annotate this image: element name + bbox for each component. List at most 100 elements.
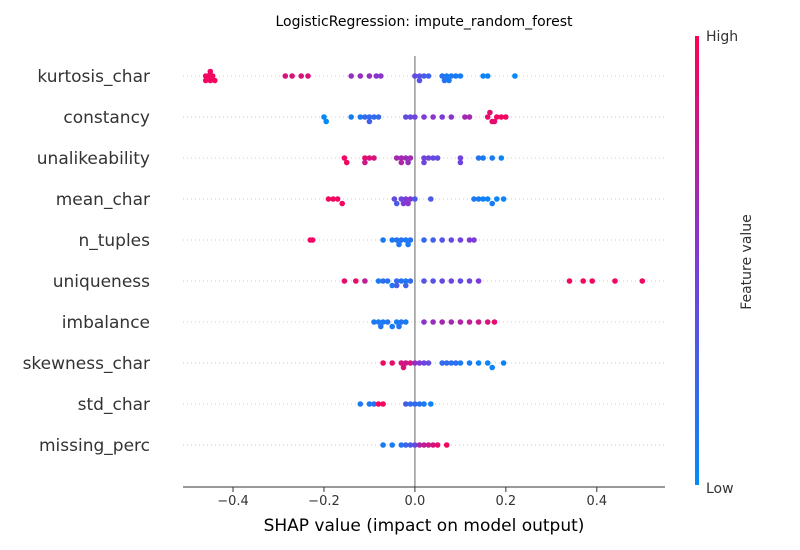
colorbar-low-label: Low — [706, 481, 734, 497]
data-point — [475, 196, 482, 202]
data-point — [430, 442, 436, 448]
data-point — [425, 155, 432, 161]
data-point — [403, 114, 409, 120]
x-tick-label: −0.2 — [308, 494, 340, 509]
data-point — [403, 319, 409, 325]
data-point — [430, 237, 436, 243]
data-point — [348, 73, 355, 79]
data-point — [398, 159, 405, 166]
data-point — [371, 401, 377, 407]
data-point — [357, 401, 364, 407]
data-point — [393, 282, 400, 289]
data-point — [407, 278, 414, 284]
data-point — [366, 73, 373, 79]
data-point — [439, 319, 446, 325]
data-point — [353, 278, 359, 284]
data-point — [403, 237, 409, 243]
feature-row: imbalance — [62, 313, 665, 333]
data-point — [407, 196, 414, 202]
data-point — [471, 196, 477, 202]
data-point — [348, 114, 355, 120]
data-point — [457, 237, 464, 243]
data-point — [421, 73, 427, 79]
data-point — [362, 155, 368, 161]
data-point — [289, 73, 295, 79]
data-point — [503, 114, 509, 120]
data-point — [407, 401, 414, 407]
data-point — [489, 200, 496, 207]
feature-row: missing_perc — [39, 436, 665, 456]
data-point — [205, 73, 211, 79]
data-point — [341, 278, 348, 284]
data-point — [375, 114, 382, 120]
data-point — [389, 323, 396, 330]
data-point — [439, 237, 446, 243]
data-point — [494, 114, 500, 120]
data-point — [412, 360, 418, 366]
data-point — [512, 73, 518, 79]
data-point — [475, 360, 482, 366]
data-point — [448, 73, 455, 79]
data-point — [421, 237, 427, 243]
feature-row: mean_char — [56, 190, 665, 210]
data-point — [405, 159, 411, 166]
feature-label: missing_perc — [39, 436, 150, 456]
colorbar-high-label: High — [706, 29, 738, 45]
data-point — [412, 114, 418, 120]
data-point — [380, 319, 386, 325]
data-point — [341, 155, 348, 161]
data-point — [484, 196, 491, 202]
data-point — [430, 155, 436, 161]
data-point — [207, 68, 214, 75]
data-point — [421, 278, 427, 284]
data-point — [366, 401, 373, 407]
data-point — [441, 77, 448, 84]
data-point — [484, 319, 491, 325]
data-point — [489, 364, 496, 371]
data-point — [491, 118, 498, 125]
data-point — [434, 442, 441, 448]
data-point — [500, 360, 507, 366]
data-point — [209, 73, 216, 79]
x-tick-label: 0.0 — [405, 494, 426, 509]
data-point — [393, 278, 400, 284]
data-point — [298, 73, 305, 79]
data-point — [378, 73, 384, 79]
data-point — [366, 118, 373, 125]
data-point — [443, 73, 450, 79]
data-point — [491, 319, 498, 325]
data-point — [380, 237, 386, 243]
feature-label: unalikeability — [37, 149, 150, 169]
data-point — [487, 109, 493, 116]
data-point — [421, 114, 427, 120]
data-point — [494, 196, 500, 202]
data-point — [282, 73, 289, 79]
data-point — [480, 73, 486, 79]
data-point — [357, 114, 364, 120]
data-point — [398, 360, 405, 366]
feature-row: n_tuples — [78, 231, 665, 251]
feature-row: unalikeability — [37, 149, 665, 169]
data-point — [362, 114, 368, 120]
colorbar-gradient — [695, 36, 699, 485]
data-point — [453, 360, 459, 366]
data-point — [398, 319, 405, 325]
data-point — [416, 73, 423, 79]
data-point — [396, 241, 402, 248]
data-point — [403, 282, 409, 289]
data-point — [448, 319, 455, 325]
feature-label: skewness_char — [23, 354, 150, 374]
data-point — [412, 196, 418, 202]
data-point — [612, 278, 618, 284]
data-point — [466, 360, 473, 366]
colorbar: High Low Feature value — [695, 29, 755, 497]
data-point — [466, 114, 473, 120]
data-point — [321, 114, 327, 120]
data-point — [407, 237, 414, 243]
feature-label: constancy — [63, 108, 150, 128]
data-point — [403, 360, 409, 366]
data-point — [405, 241, 411, 248]
x-axis: −0.4 −0.2 0.0 0.2 0.4 — [183, 486, 665, 509]
data-point — [446, 77, 452, 84]
points-layer — [202, 68, 646, 448]
